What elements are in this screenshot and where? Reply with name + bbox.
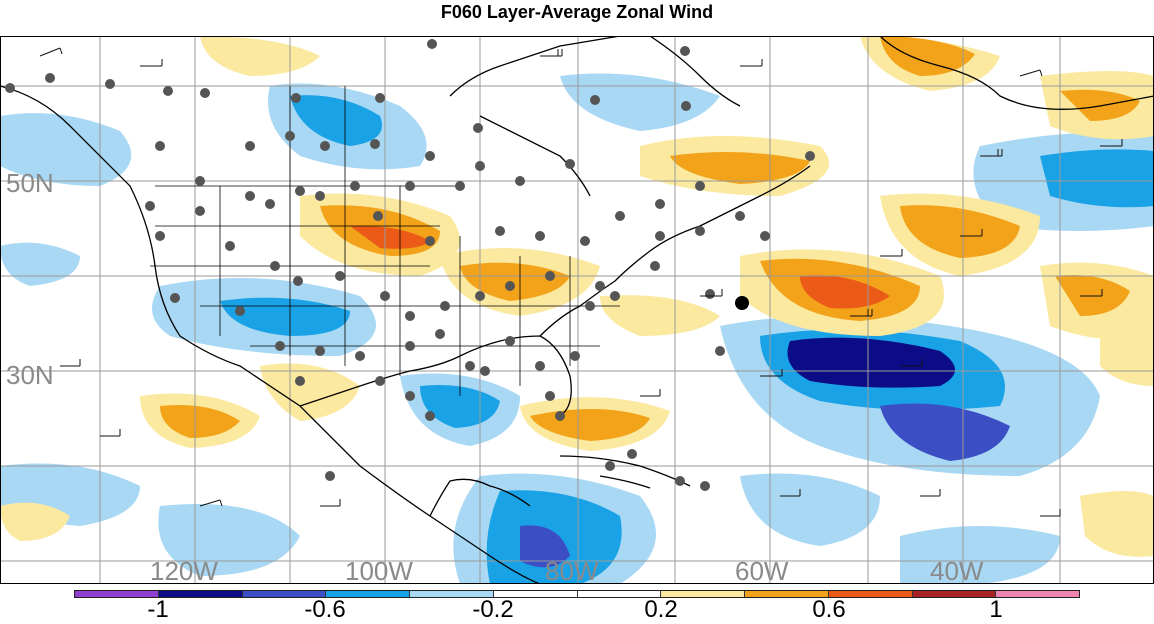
positive-wind-regions: [0, 36, 1154, 557]
zonal-wind-map: [0, 36, 1154, 584]
colorbar-swatch: [827, 591, 912, 597]
colorbar: [74, 590, 1080, 598]
colorbar-tick-labels: -1 -0.6 -0.2 0.2 0.6 1: [0, 596, 1154, 623]
colorbar-swatch: [911, 591, 996, 597]
map-title: F060 Layer-Average Zonal Wind: [440, 2, 714, 22]
lon-label-40w: 40W: [930, 556, 984, 586]
colorbar-tick-label: 0.2: [644, 596, 678, 623]
colorbar-swatch: [241, 591, 326, 597]
colorbar-tick-label: -1: [147, 596, 169, 623]
colorbar-swatch: [660, 591, 744, 597]
colorbar-swatch: [492, 591, 577, 597]
wind-barbs: [39, 47, 1123, 517]
colorbar-swatch: [75, 591, 158, 597]
lat-label-30n: 30N: [6, 360, 54, 390]
lat-label-50n: 50N: [6, 168, 54, 198]
colorbar-swatch: [325, 591, 409, 597]
colorbar-tick-label: -0.2: [472, 596, 514, 623]
colorbar-swatch: [995, 591, 1079, 597]
negative-wind-regions: [0, 73, 1154, 584]
lon-label-60w: 60W: [735, 556, 789, 586]
colorbar-tick-label: -0.6: [304, 596, 346, 623]
lat-lon-grid: [0, 36, 1154, 584]
colorbar-tick-label: 1: [989, 596, 1003, 623]
colorbar-swatch: [157, 591, 242, 597]
colorbar-swatch: [744, 591, 828, 597]
lon-label-80w: 80W: [545, 556, 599, 586]
lon-label-100w: 100W: [345, 556, 413, 586]
colorbar-tick-label: 0.6: [812, 596, 846, 623]
highlighted-station: [735, 296, 749, 310]
colorbar-swatch: [576, 591, 661, 597]
colorbar-swatch: [409, 591, 493, 597]
observation-stations: [5, 39, 815, 491]
lon-label-120w: 120W: [150, 556, 218, 586]
